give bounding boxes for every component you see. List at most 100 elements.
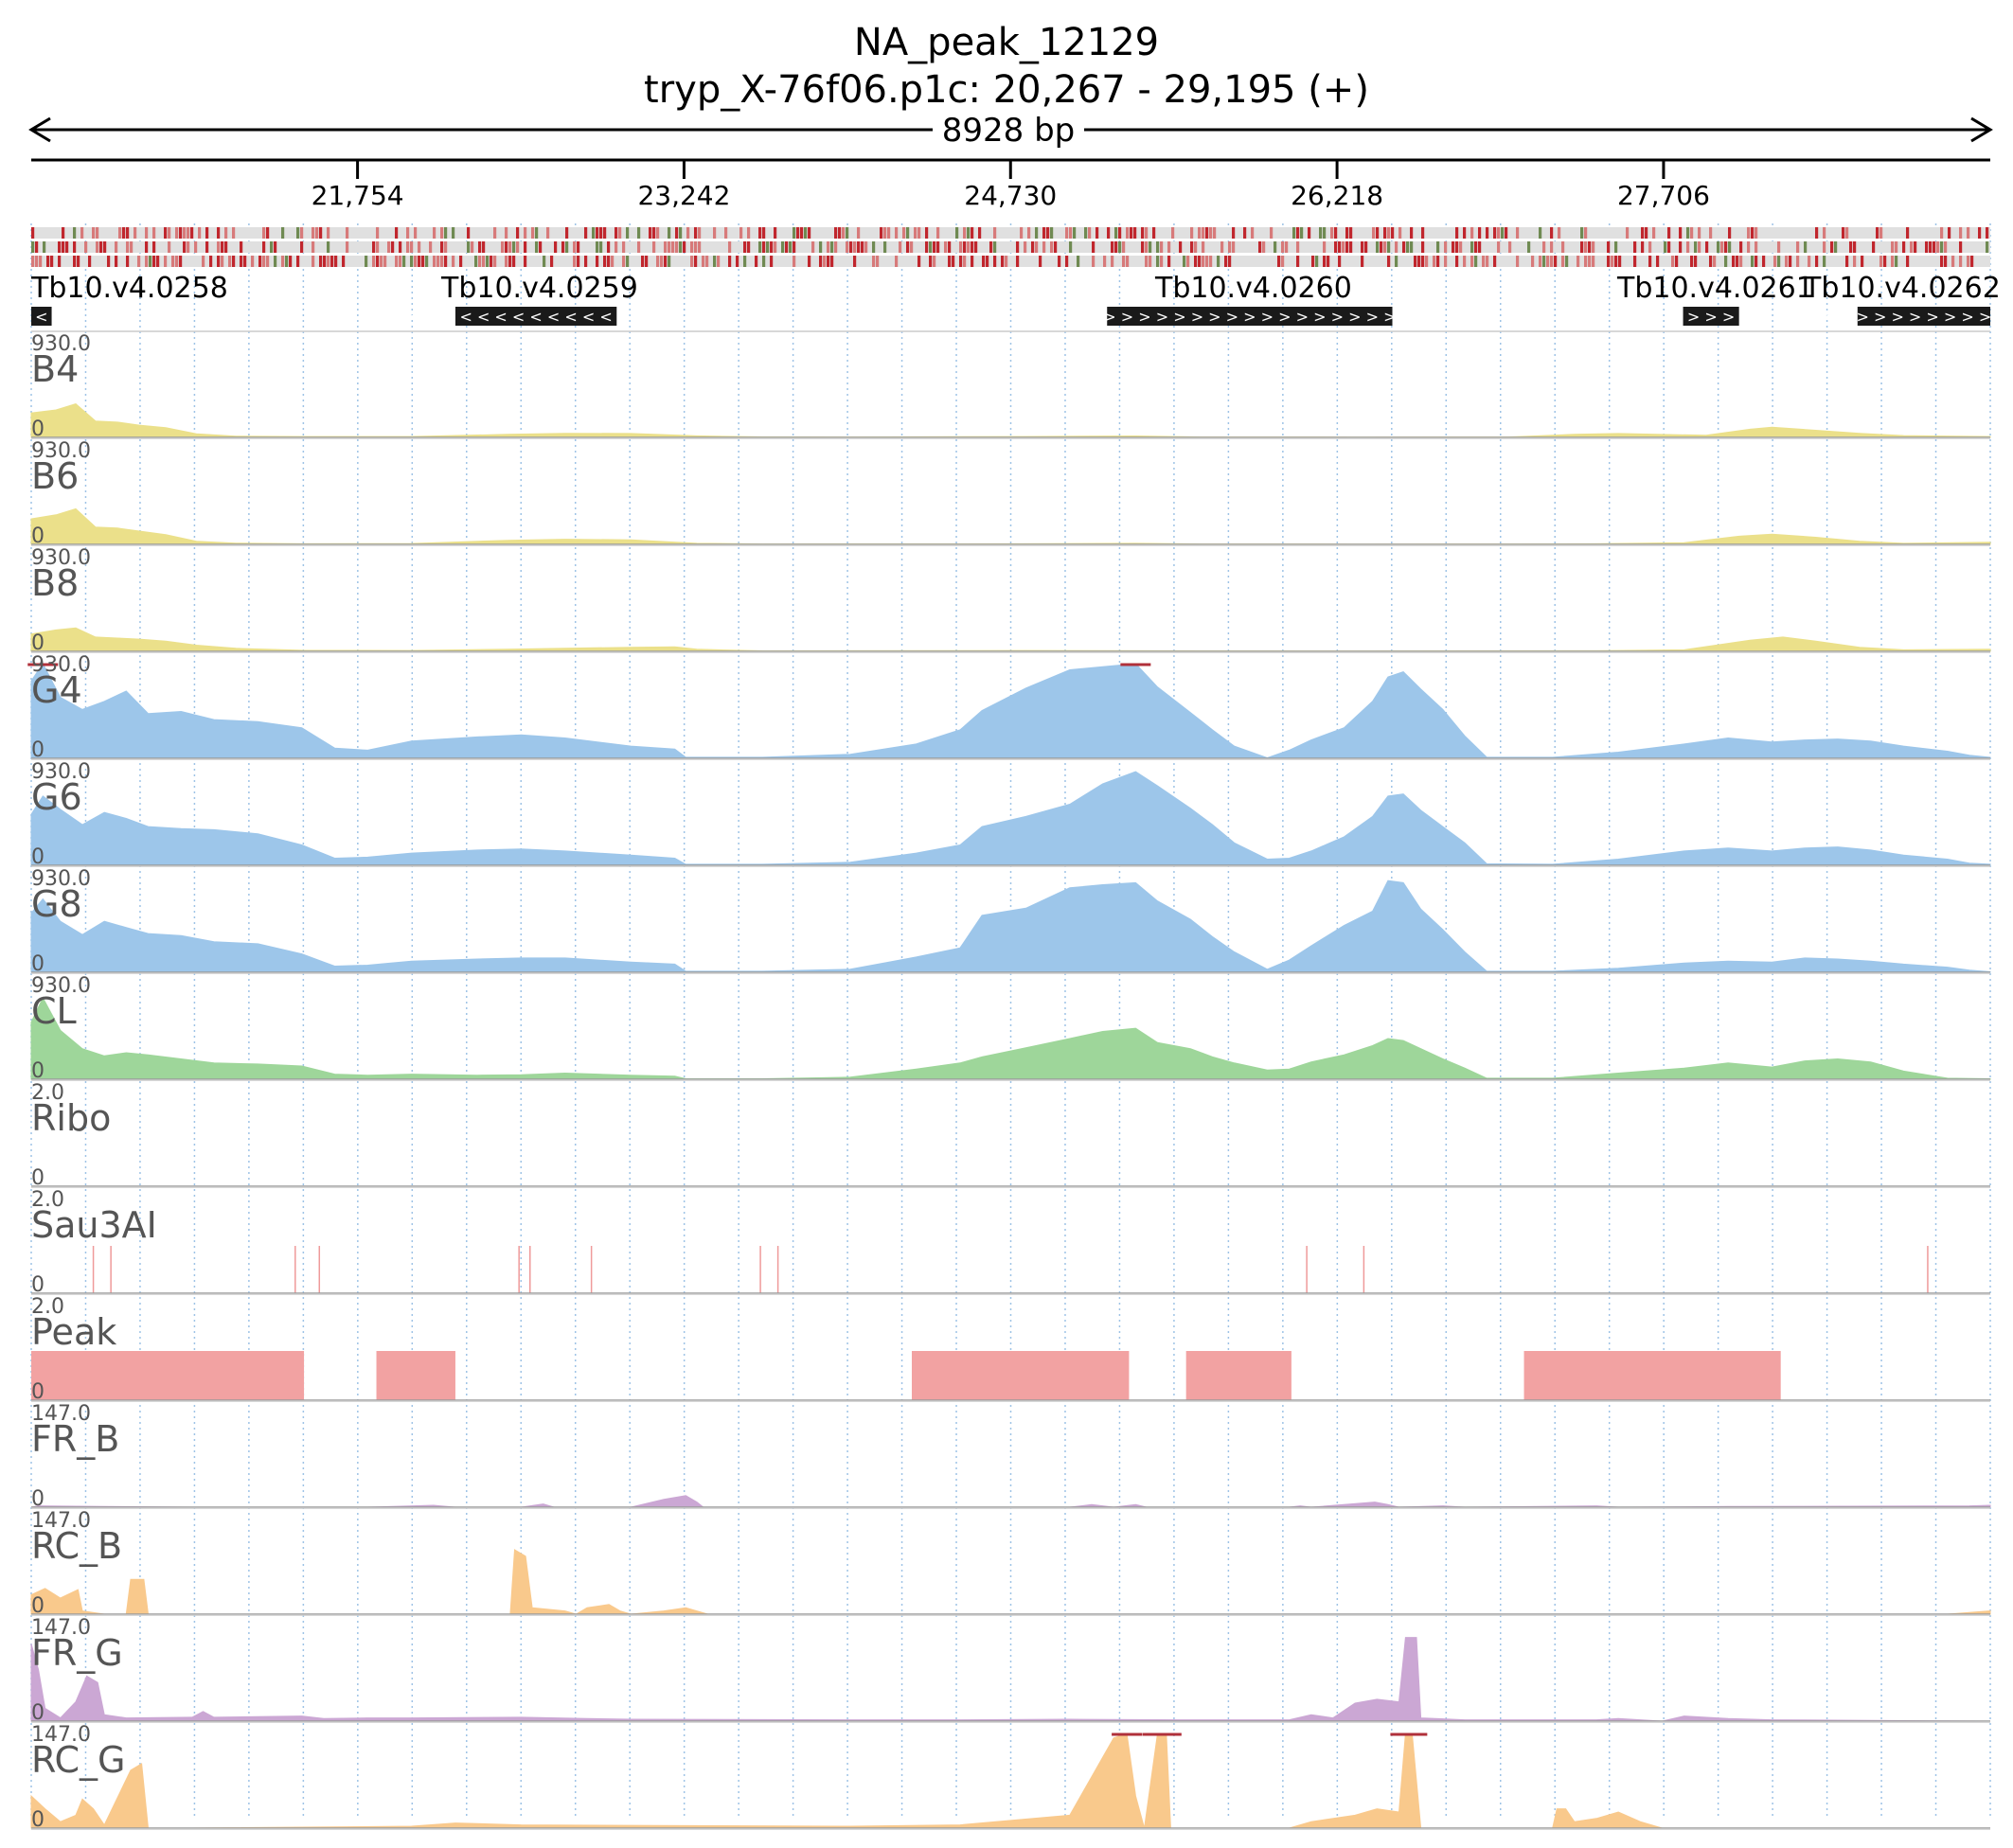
track-max-label: 2.0	[31, 1295, 64, 1319]
motif-mark	[1808, 256, 1811, 267]
motif-mark	[471, 241, 474, 253]
motif-mark	[876, 256, 880, 267]
motif-mark	[99, 241, 103, 253]
motif-mark	[289, 256, 293, 267]
motif-mark	[1588, 256, 1592, 267]
motif-mark	[933, 241, 936, 253]
motif-mark	[1823, 256, 1826, 267]
motif-mark	[274, 241, 277, 253]
motif-mark	[1667, 241, 1671, 253]
motif-mark	[402, 256, 406, 267]
motif-mark	[883, 241, 887, 253]
motif-mark	[1198, 256, 1202, 267]
motif-mark	[387, 241, 391, 253]
motif-mark	[505, 241, 508, 253]
motif-mark	[58, 256, 62, 267]
motif-mark	[1815, 227, 1819, 239]
track-min-label: 0	[31, 1594, 45, 1618]
motif-mark	[842, 227, 846, 239]
track-max-label: 930.0	[31, 974, 91, 998]
track-name-label: FR_B	[31, 1418, 119, 1460]
motif-mark	[1088, 227, 1092, 239]
motif-mark	[774, 241, 777, 253]
motif-mark	[1345, 227, 1349, 239]
motif-mark	[372, 256, 376, 267]
motif-mark	[1114, 241, 1118, 253]
motif-mark	[524, 241, 527, 253]
motif-mark	[671, 241, 675, 253]
motif-mark	[1205, 256, 1209, 267]
motif-mark	[1796, 256, 1800, 267]
motif-mark	[1755, 227, 1758, 239]
motif-mark	[929, 256, 933, 267]
motif-mark	[846, 227, 849, 239]
motif-mark	[399, 256, 402, 267]
motif-mark	[118, 227, 122, 239]
motif-mark	[1391, 227, 1395, 239]
track-name-label: B6	[31, 455, 79, 497]
motif-mark	[1065, 227, 1069, 239]
motif-mark	[830, 256, 834, 267]
motif-mark	[1823, 227, 1826, 239]
motif-mark	[584, 256, 588, 267]
motif-mark	[429, 241, 433, 253]
motif-mark	[1584, 227, 1588, 239]
motif-mark	[1728, 227, 1732, 239]
track-max-label: 930.0	[31, 439, 91, 463]
signal-area	[30, 1549, 1991, 1615]
motif-mark	[781, 241, 785, 253]
motif-mark	[1527, 241, 1531, 253]
motif-mark	[380, 256, 383, 267]
motif-mark	[1209, 227, 1213, 239]
motif-mark	[73, 241, 77, 253]
motif-mark	[982, 256, 986, 267]
motif-mark	[1027, 227, 1031, 239]
motif-mark	[103, 241, 107, 253]
track-min-label: 0	[31, 631, 45, 655]
motif-mark	[490, 256, 493, 267]
motif-mark	[664, 241, 668, 253]
motif-mark	[77, 256, 80, 267]
motif-mark	[1929, 241, 1933, 253]
motif-mark	[758, 227, 762, 239]
motif-mark	[963, 256, 967, 267]
motif-mark	[550, 256, 554, 267]
track-min-label: 0	[31, 845, 45, 869]
track-min-label: 0	[31, 1380, 45, 1404]
motif-mark	[425, 256, 429, 267]
motif-mark	[1224, 256, 1228, 267]
track-max-label: 147.0	[31, 1616, 91, 1640]
motif-mark	[770, 256, 774, 267]
motif-mark	[1126, 256, 1130, 267]
motif-mark	[1849, 241, 1853, 253]
motif-mark	[1891, 241, 1895, 253]
motif-mark	[762, 227, 766, 239]
sequence-motif-track	[31, 227, 1990, 267]
motif-mark	[1478, 241, 1482, 253]
motif-mark	[1648, 241, 1652, 253]
motif-mark	[1058, 256, 1061, 267]
strand-arrows-icon: <	[35, 308, 47, 326]
gene-box	[454, 307, 617, 326]
motif-mark	[232, 227, 236, 239]
motif-mark	[1656, 256, 1660, 267]
motif-mark	[959, 241, 963, 253]
motif-mark	[694, 227, 698, 239]
motif-mark	[433, 256, 436, 267]
motif-row-background	[31, 241, 1990, 253]
peak-region	[31, 1351, 305, 1400]
motif-mark	[1103, 256, 1107, 267]
motif-mark	[1486, 227, 1489, 239]
motif-mark	[300, 227, 304, 239]
motif-mark	[1323, 241, 1327, 253]
motif-mark	[1387, 227, 1391, 239]
track-name-label: CL	[31, 990, 77, 1032]
tick-label: 21,754	[312, 180, 404, 211]
motif-mark	[524, 256, 527, 267]
motif-mark	[1455, 241, 1459, 253]
motif-mark	[319, 256, 323, 267]
motif-mark	[1614, 256, 1618, 267]
motif-mark	[1531, 256, 1535, 267]
motif-mark	[971, 256, 974, 267]
motif-mark	[1542, 241, 1546, 253]
